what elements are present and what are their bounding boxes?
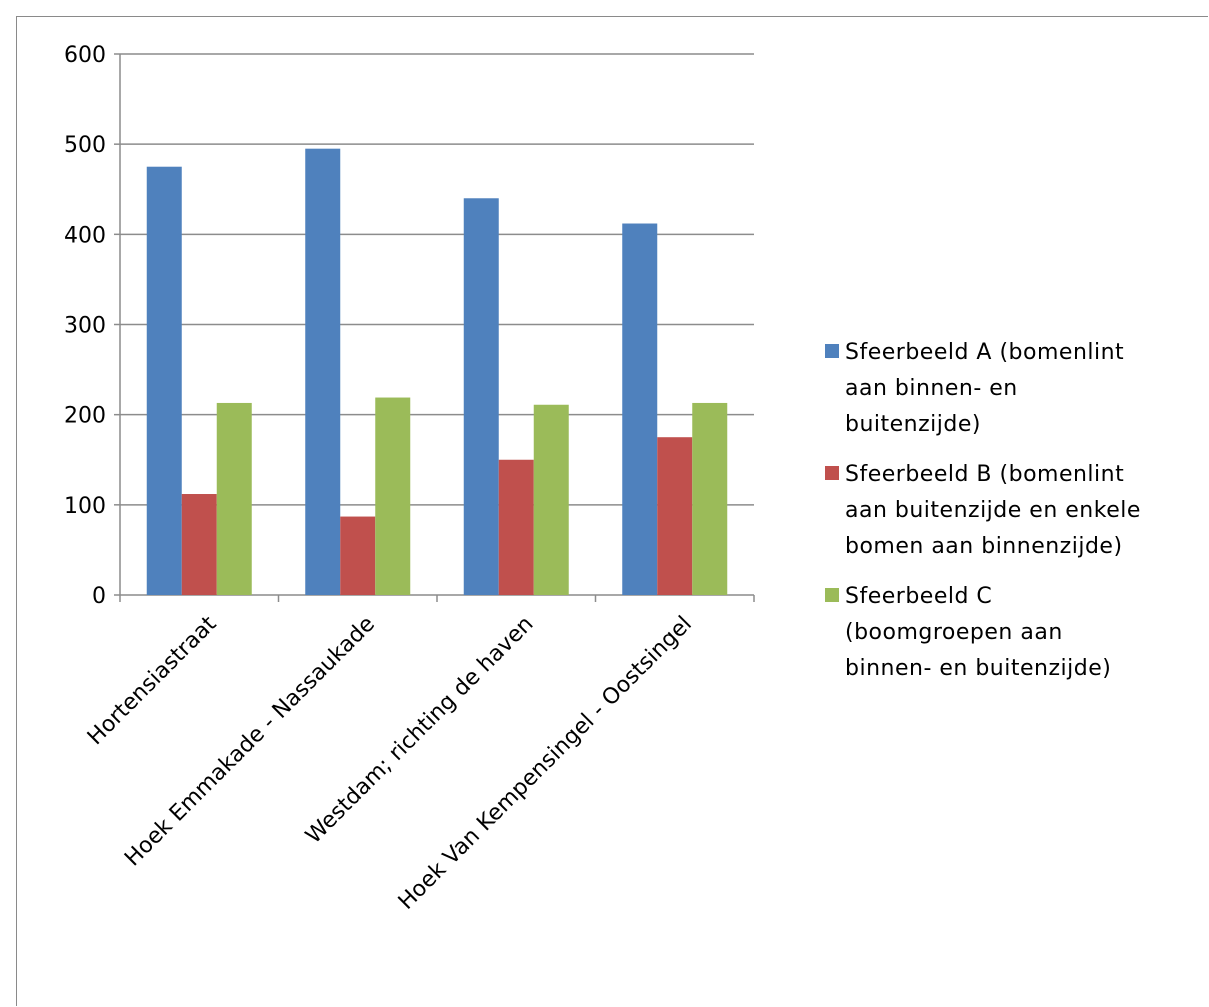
x-category-label-3: Hoek Van Kempensingel - Oostsingel [394,612,697,915]
y-tick-labels: 0 100 200 300 400 500 600 [64,43,106,609]
bar-s1-c2 [498,459,534,595]
legend-swatch-a [825,344,839,358]
bar-s0-c3 [622,223,658,595]
legend-label-a: Sfeerbeeld A (bomenlint aan binnen- en b… [845,340,1125,437]
legend-label-b: Sfeerbeeld B (bomenlint aan buitenzijde … [845,462,1141,559]
y-tick-label-0: 0 [92,584,106,609]
legend: Sfeerbeeld A (bomenlint aan binnen- en b… [825,335,1205,701]
legend-swatch-b [825,466,839,480]
chart-frame: 0 100 200 300 400 500 600 Hortensiastraat Hoek … [16,16,1208,1006]
bars [146,148,728,596]
x-category-label-1: Hoek Emmakade - Nassaukade [120,612,380,872]
bar-s2-c0 [216,402,252,595]
bar-s0-c2 [463,198,499,595]
bar-s1-c1 [340,516,376,595]
legend-entry-b: Sfeerbeeld B (bomenlint aan buitenzijde … [825,457,1205,565]
y-tick-label-500: 500 [64,133,106,158]
bar-s1-c0 [181,494,217,595]
x-category-label-0: Hortensiastraat [83,611,222,750]
y-tick-label-400: 400 [64,223,106,248]
legend-entry-c: Sfeerbeeld C (boomgroepen aan binnen- en… [825,579,1205,687]
legend-label-c: Sfeerbeeld C (boomgroepen aan binnen- en… [845,584,1112,681]
legend-entry-a: Sfeerbeeld A (bomenlint aan binnen- en b… [825,335,1205,443]
y-tick-label-300: 300 [64,314,106,339]
bar-s0-c1 [305,148,341,596]
bar-s2-c1 [375,397,411,595]
y-tick-label-200: 200 [64,404,106,429]
legend-swatch-c [825,588,839,602]
y-tick-label-100: 100 [64,494,106,519]
bar-s0-c0 [146,166,182,596]
bar-s1-c3 [657,437,693,595]
bar-s2-c2 [533,404,569,595]
bar-s2-c3 [692,402,728,595]
y-tick-label-600: 600 [64,43,106,68]
